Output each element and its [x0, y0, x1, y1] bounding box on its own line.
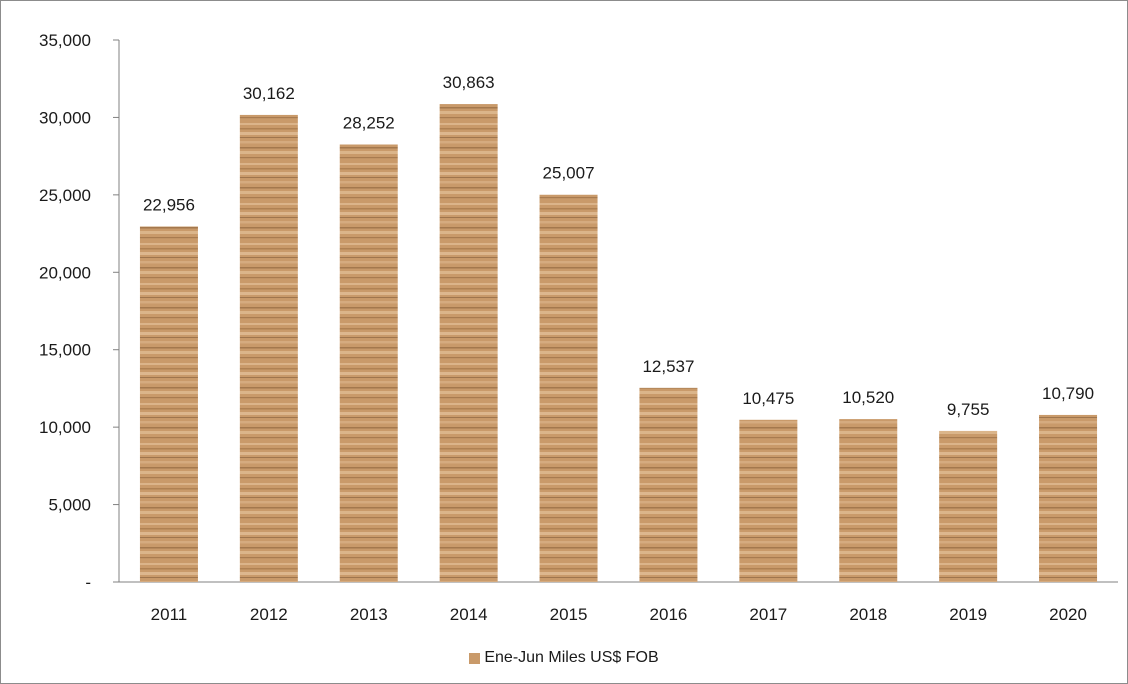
y-axis: - 5,000 10,000 15,000 20,000 25,000 30,000 35,0…: [39, 31, 120, 592]
data-label-2016: 12,537: [642, 357, 694, 376]
y-tick-label: -: [85, 573, 91, 592]
x-axis: 2011 2012 2013 2014 2015 2016 2017 2018 2019 2020: [119, 581, 1118, 624]
data-label-2012: 30,162: [243, 84, 295, 103]
legend-swatch: [469, 652, 481, 664]
data-label-2019: 9,755: [947, 400, 990, 419]
x-tick-label: 2012: [250, 605, 288, 624]
x-tick-label: 2014: [450, 605, 488, 624]
x-tick-label: 2019: [949, 605, 987, 624]
bars: [139, 104, 1098, 583]
data-labels: 22,956 30,162 28,252 30,863 25,007 12,537 10,4…: [143, 73, 1094, 419]
x-tick-label: 2011: [151, 605, 188, 624]
y-tick-label: 10,000: [39, 418, 91, 437]
data-label-2020: 10,790: [1042, 384, 1094, 403]
bar-2018: [839, 419, 898, 582]
data-label-2011: 22,956: [143, 196, 195, 215]
y-tick-label: 30,000: [39, 108, 91, 127]
x-tick-label: 2013: [350, 605, 388, 624]
data-label-2017: 10,475: [742, 389, 794, 408]
bar-2019: [939, 430, 998, 582]
bar-2015: [539, 194, 598, 582]
x-tick-label: 2017: [749, 605, 787, 624]
data-label-2018: 10,520: [842, 388, 894, 407]
y-tick-label: 15,000: [39, 341, 91, 360]
bar-2017: [739, 419, 798, 582]
x-tick-label: 2018: [849, 605, 887, 624]
bar-2014: [439, 104, 498, 583]
y-tick-label: 35,000: [39, 31, 91, 50]
bar-2012: [239, 114, 298, 582]
y-tick-label: 20,000: [39, 263, 91, 282]
data-label-2015: 25,007: [543, 164, 595, 183]
bar-2013: [339, 144, 398, 582]
data-label-2014: 30,863: [443, 73, 495, 92]
x-tick-label: 2016: [650, 605, 688, 624]
x-tick-label: 2020: [1049, 605, 1087, 624]
bar-2020: [1039, 414, 1098, 582]
bar-2016: [639, 387, 698, 582]
y-tick-label: 25,000: [39, 186, 91, 205]
data-label-2013: 28,252: [343, 113, 395, 132]
x-tick-label: 2015: [550, 605, 588, 624]
legend: Ene-Jun Miles US$ FOB: [1, 649, 1127, 667]
y-tick-label: 5,000: [48, 496, 91, 515]
bar-2011: [139, 226, 198, 582]
legend-label: Ene-Jun Miles US$ FOB: [484, 649, 659, 666]
